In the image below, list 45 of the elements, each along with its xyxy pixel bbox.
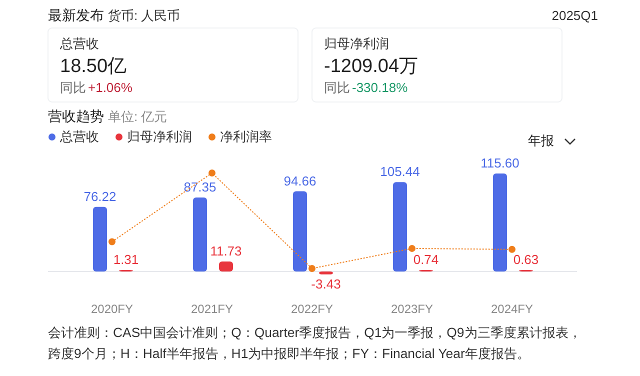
legend-label: 净利润率 [220, 129, 272, 144]
point [108, 238, 116, 246]
point [208, 170, 216, 176]
x-tick-label: 2023FY [390, 302, 434, 316]
point [308, 265, 316, 272]
text: 总营收 [59, 36, 99, 51]
bar [219, 262, 233, 272]
bar [193, 197, 207, 272]
text: 18.50亿 [60, 56, 127, 77]
point [408, 244, 416, 252]
data-label: -3.43 [311, 276, 341, 292]
data-label: 87.35 [184, 179, 216, 194]
text: 会计准则：CAS中国会计准则；Q：Quarter季度报告，Q1为一季报，Q9为三季度累计报表，跨度9个月；H：Half半年报告，H1为中报即半年报；FY：Financial Year年度报告。 [48, 324, 582, 363]
data-label: 0.63 [513, 252, 539, 267]
x-tick-label: 2024FY [490, 302, 534, 316]
text: 同比 [60, 80, 86, 95]
text: 归母净利润 [324, 36, 389, 51]
data-label: 11.73 [210, 244, 242, 259]
text: -330.18% [352, 80, 408, 95]
text: +1.06% [88, 80, 133, 95]
x-tick-label: 2020FY [90, 302, 134, 316]
bar [93, 206, 107, 272]
legend-label: 总营收 [59, 129, 99, 144]
data-label: 94.66 [284, 173, 316, 188]
data-label: 76.22 [84, 188, 116, 204]
text: 2025Q1 [552, 8, 598, 23]
text: -1209.04万 [324, 56, 418, 77]
bar [293, 191, 307, 272]
data-label: 0.74 [413, 252, 439, 267]
data-label: 1.31 [113, 252, 139, 267]
x-tick-label: 2022FY [290, 302, 334, 316]
chart-title: 营收趋势 [48, 108, 104, 124]
point [508, 246, 516, 253]
bar [319, 272, 333, 274]
text: 年报 [528, 133, 554, 148]
text: 货币: 人民币 [108, 8, 180, 23]
data-label: 105.44 [380, 164, 420, 180]
x-tick-label: 2021FY [190, 302, 234, 316]
legend-label: 归母净利润 [127, 129, 192, 144]
chart-subtitle: 单位: 亿元 [108, 109, 168, 124]
text: 最新发布 [48, 7, 104, 23]
text: 同比 [324, 80, 350, 95]
bar [493, 174, 507, 272]
data-label: 115.60 [480, 156, 520, 170]
bar [393, 182, 407, 272]
